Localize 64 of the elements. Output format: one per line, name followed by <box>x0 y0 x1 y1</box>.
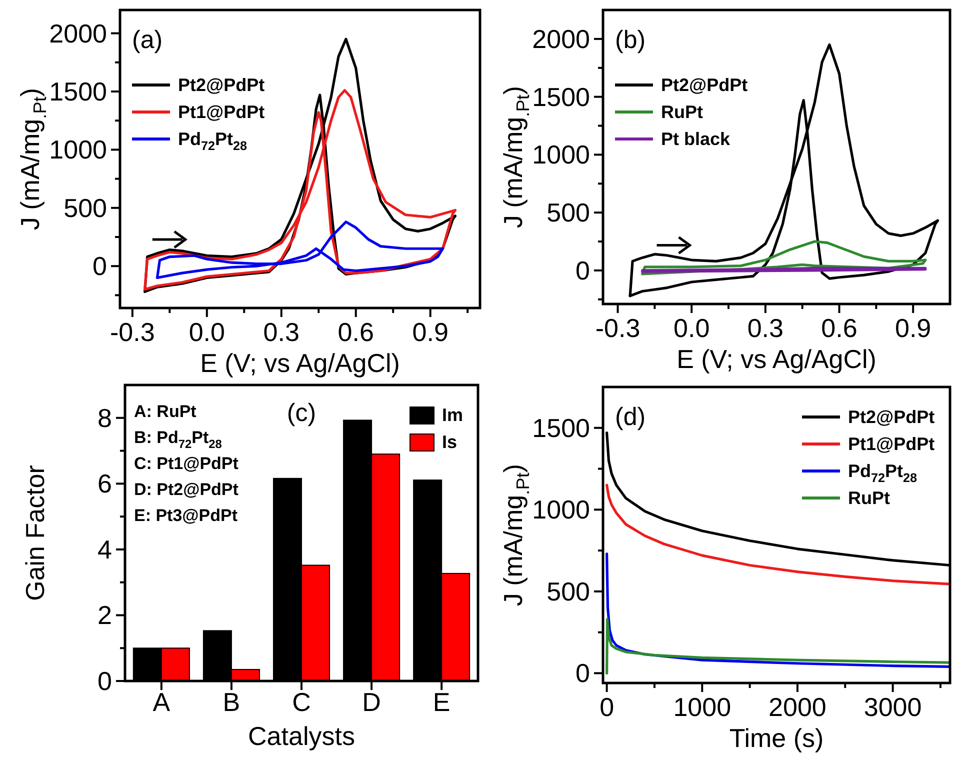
annotation: (b) <box>615 26 646 54</box>
x-tick-label: 2000 <box>768 692 826 722</box>
y-tick-label: 500 <box>546 198 590 228</box>
annotation: (a) <box>132 26 163 54</box>
annotation: (c) <box>286 399 316 427</box>
y-tick-label: 1000 <box>49 134 107 165</box>
x-tick-label: 1000 <box>673 692 732 722</box>
y-tick-label: 0 <box>576 255 590 286</box>
x-tick-label: 0.3 <box>263 317 300 347</box>
y-tick-label: 500 <box>64 192 107 223</box>
y-tick-label: 1000 <box>532 494 590 525</box>
x-tick-label: 0.9 <box>895 313 932 343</box>
y-tick-label: 0 <box>576 658 590 688</box>
y-tick-label: 0 <box>98 666 112 696</box>
y-tick-label: 2000 <box>49 18 107 48</box>
x-tick-label: D <box>362 687 381 717</box>
legend-label: Pt2@PdPt <box>848 407 935 427</box>
y-tick-label: 4 <box>98 534 112 564</box>
x-tick-label: E <box>432 687 450 717</box>
y-tick-label: 2000 <box>532 24 590 54</box>
annotation: D: Pt2@PdPt <box>134 480 239 498</box>
x-tick-label: -0.3 <box>110 317 155 347</box>
x-tick-label: 0.6 <box>821 313 858 343</box>
y-tick-label: 1000 <box>532 140 590 170</box>
x-tick-label: 0.6 <box>338 317 374 347</box>
annotation: A: RuPt <box>134 402 197 420</box>
legend-label: Pd$_{72}$Pt$_{28}$ <box>848 461 918 485</box>
x-tick-label: A <box>152 687 171 717</box>
x-tick-label: B <box>222 687 240 717</box>
y-tick-label: 1500 <box>532 82 590 112</box>
legend-label: Pt1@PdPt <box>178 102 265 122</box>
x-axis-title: Time (s) <box>729 723 824 753</box>
y-tick-label: 1500 <box>532 412 590 443</box>
y-tick-label: 8 <box>98 402 112 433</box>
annotation: E: Pt3@PdPt <box>134 506 238 524</box>
x-tick-label: 3000 <box>864 692 922 722</box>
y-tick-label: 6 <box>98 468 112 499</box>
legend-label: Pt black <box>661 129 732 149</box>
x-tick-label: 0 <box>600 692 614 722</box>
annotation: C: Pt1@PdPt <box>134 454 239 472</box>
x-tick-label: -0.3 <box>595 313 640 343</box>
legend-label: Pd$_{72}$Pt$_{28}$ <box>178 129 248 153</box>
legend-label: Is <box>442 432 458 452</box>
legend-label: Pt1@PdPt <box>848 434 935 454</box>
x-axis-title: E (V; vs Ag/AgCl) <box>200 348 400 378</box>
x-axis-title: Catalysts <box>248 721 355 751</box>
annotation: B: Pd$_{72}$Pt$_{28}$ <box>134 428 222 451</box>
legend-label: Pt2@PdPt <box>178 75 265 95</box>
x-axis-title: E (V; vs Ag/AgCl) <box>676 344 876 374</box>
y-tick-label: 2 <box>98 600 112 630</box>
x-tick-label: 0.0 <box>674 313 710 343</box>
legend-label: Im <box>442 405 464 425</box>
y-tick-label: 0 <box>92 251 107 282</box>
x-tick-label: 0.0 <box>188 317 225 347</box>
y-tick-label: 500 <box>546 576 590 606</box>
y-axis-title: Gain Factor <box>20 464 50 601</box>
legend-label: RuPt <box>661 102 703 122</box>
x-tick-label: 0.9 <box>412 317 448 347</box>
legend-label: RuPt <box>848 488 890 508</box>
x-tick-label: C <box>292 687 311 717</box>
annotation: (d) <box>615 403 646 431</box>
y-tick-label: 1500 <box>49 76 107 106</box>
x-tick-label: 0.3 <box>747 313 784 343</box>
legend-label: Pt2@PdPt <box>661 75 748 95</box>
